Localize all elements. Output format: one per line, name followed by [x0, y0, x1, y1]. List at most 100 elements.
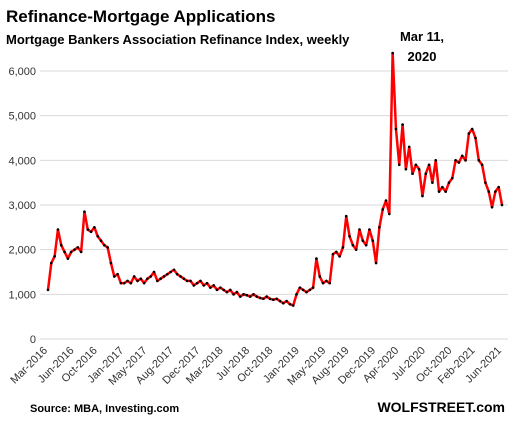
- chart-title: Refinance-Mortgage Applications: [6, 7, 276, 26]
- y-tick-label: 2,000: [8, 245, 36, 257]
- data-point: [308, 288, 312, 292]
- data-point: [46, 288, 50, 292]
- data-point: [192, 284, 196, 287]
- data-point: [494, 190, 497, 193]
- data-point: [291, 304, 295, 307]
- data-point: [454, 159, 457, 162]
- data-point: [232, 293, 235, 296]
- data-point: [99, 239, 103, 243]
- data-point: [238, 295, 242, 298]
- data-point: [391, 51, 394, 55]
- data-point: [66, 257, 70, 260]
- data-point: [348, 234, 351, 238]
- data-point: [182, 277, 186, 280]
- data-point: [265, 295, 269, 298]
- data-point: [185, 279, 189, 283]
- data-point: [59, 243, 63, 247]
- data-point: [149, 275, 153, 278]
- source: Source: MBA, Investing.com: [30, 403, 179, 415]
- data-point: [235, 290, 239, 294]
- data-point: [96, 234, 100, 238]
- y-tick-label: 3,000: [8, 200, 36, 212]
- data-point: [142, 281, 146, 285]
- data-point: [434, 159, 438, 162]
- data-point: [325, 279, 328, 283]
- data-point: [215, 288, 219, 292]
- data-point: [175, 272, 179, 276]
- data-point: [83, 210, 86, 213]
- y-tick-label: 1,000: [8, 289, 36, 301]
- data-point: [159, 277, 162, 280]
- data-point: [258, 296, 262, 300]
- data-point: [50, 261, 53, 265]
- data-point: [384, 199, 388, 202]
- data-point: [450, 176, 454, 180]
- data-point: [103, 243, 106, 247]
- data-point: [344, 214, 348, 218]
- data-point: [341, 246, 345, 249]
- data-point: [467, 132, 471, 135]
- data-point: [437, 190, 441, 193]
- data-point: [89, 230, 93, 234]
- data-point: [424, 172, 428, 176]
- data-point: [119, 281, 123, 285]
- data-point: [328, 281, 331, 285]
- data-point: [497, 185, 500, 189]
- data-point: [414, 163, 418, 167]
- data-point: [278, 299, 282, 303]
- data-point: [490, 205, 494, 209]
- credit: WOLFSTREET.com: [377, 399, 505, 415]
- data-point: [122, 281, 126, 285]
- data-point: [480, 163, 484, 167]
- data-point: [146, 277, 149, 280]
- data-point: [112, 275, 116, 278]
- y-tick-label: 0: [30, 334, 36, 346]
- data-point: [106, 246, 109, 249]
- data-point: [500, 203, 504, 207]
- data-point: [132, 275, 136, 278]
- data-point: [205, 281, 209, 285]
- data-point: [295, 293, 298, 296]
- data-point: [219, 286, 222, 289]
- data-point: [441, 185, 444, 189]
- data-point: [381, 208, 385, 211]
- data-point: [56, 228, 60, 231]
- data-point: [464, 159, 467, 162]
- data-point: [69, 250, 73, 254]
- data-point: [152, 270, 156, 274]
- data-point: [169, 270, 172, 274]
- data-point: [427, 163, 431, 167]
- data-point: [288, 302, 292, 306]
- data-point: [358, 228, 361, 231]
- data-point: [351, 243, 355, 247]
- data-point: [374, 261, 378, 265]
- data-point: [394, 127, 398, 131]
- data-point: [272, 298, 275, 301]
- data-point: [202, 284, 206, 287]
- data-point: [474, 136, 477, 140]
- data-point: [162, 275, 166, 278]
- data-point: [411, 172, 414, 176]
- data-point: [368, 228, 371, 231]
- data-point: [305, 290, 308, 294]
- data-point: [53, 255, 56, 258]
- annotation: Mar 11,: [400, 29, 444, 44]
- data-point: [109, 261, 113, 265]
- data-point: [364, 243, 368, 247]
- data-point: [318, 275, 322, 278]
- data-point: [447, 181, 451, 184]
- data-point: [460, 154, 464, 158]
- data-point: [268, 297, 272, 301]
- data-point: [484, 181, 487, 184]
- data-point: [209, 286, 212, 289]
- data-point: [199, 279, 202, 283]
- data-point: [248, 295, 252, 298]
- data-point: [417, 167, 421, 171]
- data-point: [165, 272, 169, 276]
- data-point: [298, 286, 302, 289]
- data-point: [179, 275, 182, 278]
- data-point: [315, 257, 318, 260]
- data-point: [189, 279, 192, 283]
